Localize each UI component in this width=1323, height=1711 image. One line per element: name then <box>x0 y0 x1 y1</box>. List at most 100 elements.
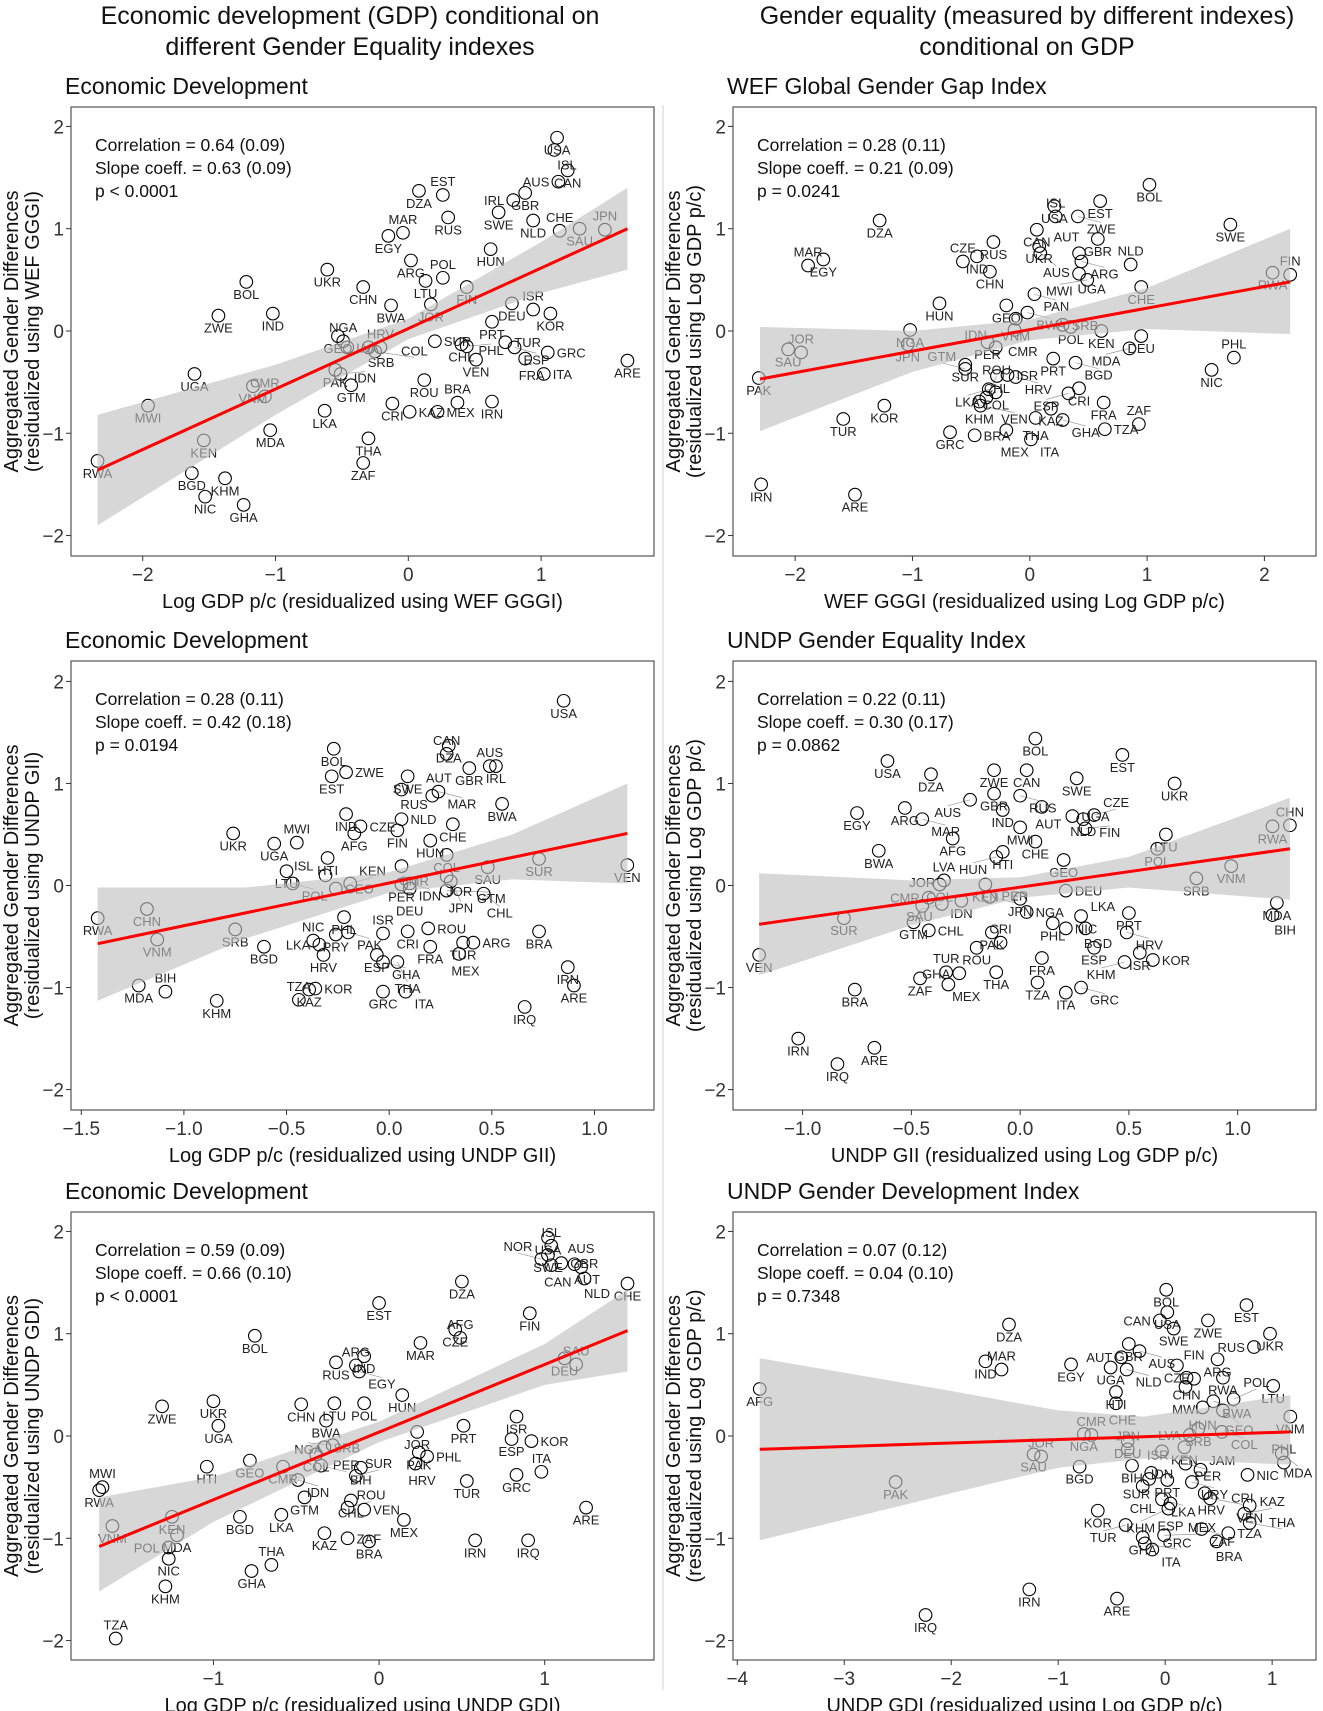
point-label: HUN <box>959 862 987 877</box>
point-label: KHM <box>1126 1520 1155 1535</box>
point-label: PER <box>1194 1469 1221 1484</box>
regression-line <box>96 227 629 472</box>
data-point-esp <box>507 340 522 355</box>
x-tick-label: −1 <box>203 1669 225 1690</box>
point-label: EGY <box>1057 1369 1085 1384</box>
point-label: BGD <box>1066 1472 1094 1487</box>
y-tick-label: 0 <box>53 322 64 343</box>
point-label: BRA <box>1216 1549 1243 1564</box>
data-point-fra <box>518 351 533 366</box>
data-point-tur <box>836 412 851 426</box>
data-point-zaf <box>356 456 371 470</box>
point-label: UKR <box>1161 788 1188 803</box>
data-point-hun <box>483 242 498 257</box>
point-label: HRV <box>1136 937 1164 952</box>
point-label: NGA <box>1036 905 1065 920</box>
confidence-band <box>97 783 628 1001</box>
y-tick-label: −1 <box>42 979 64 1000</box>
data-point-sur <box>428 334 442 349</box>
data-point-tha <box>1242 1516 1257 1530</box>
point-label: ISR <box>372 912 394 927</box>
y-axis-label-line2: (residualized using Log GDP p/c) <box>684 739 706 1032</box>
data-point-mex <box>397 1513 411 1527</box>
label-leader-line <box>483 893 500 907</box>
data-point-isr <box>1000 368 1015 382</box>
point-label: HRV <box>408 1473 436 1488</box>
stat-annotation-2: Slope coeff. = 0.21 (0.09) <box>757 158 954 178</box>
point-label: CHE <box>439 829 467 844</box>
point-label: TUR <box>514 335 541 350</box>
data-point-ita <box>536 367 551 381</box>
y-axis-label-line2: (residualized using Log GDP p/c) <box>684 185 706 478</box>
label-leader-line <box>1085 825 1110 829</box>
data-point-nic <box>161 1551 176 1566</box>
data-point-prt <box>456 1418 471 1433</box>
point-label: AFG <box>341 838 368 853</box>
x-tick-label: −4 <box>726 1669 748 1690</box>
y-axis-label-line1: Aggregated Gender Differences <box>1 744 23 1026</box>
point-label: IND <box>966 261 988 276</box>
x-tick-label: 0.5 <box>479 1119 505 1140</box>
data-point-can <box>544 1258 559 1273</box>
point-label: SWE <box>1062 783 1092 798</box>
data-point-che <box>1109 1396 1123 1411</box>
x-tick-label: −2 <box>132 565 154 586</box>
data-point-rou <box>340 1500 355 1515</box>
data-point-arg <box>404 253 418 268</box>
point-label: EGY <box>375 241 403 256</box>
data-point-ita <box>398 984 413 999</box>
data-point-mwi <box>95 1480 110 1494</box>
y-tick-label: 2 <box>53 117 64 138</box>
point-label: UKR <box>314 275 341 290</box>
data-point-lka <box>981 382 996 397</box>
point-label: CZE <box>1103 795 1129 810</box>
label-leader-line <box>438 791 462 798</box>
x-tick-label: 0 <box>403 565 414 586</box>
point-label: PRY <box>323 939 350 954</box>
data-point-aus <box>482 759 497 773</box>
point-label: BOL <box>321 754 347 769</box>
point-label: BRA <box>841 995 868 1010</box>
data-point-ita <box>1058 985 1073 1000</box>
point-label: DEU <box>1127 341 1154 356</box>
data-point-bra <box>967 428 982 443</box>
stat-annotation-3: p = 0.0241 <box>757 181 840 201</box>
point-label: IRL <box>484 193 504 208</box>
point-label: HUN <box>925 308 953 323</box>
y-tick-label: −1 <box>42 1529 64 1550</box>
point-label: KHM <box>965 412 994 427</box>
point-label: HRV <box>1198 1503 1226 1518</box>
point-label: IRN <box>787 1044 809 1059</box>
data-point-hun <box>932 296 947 311</box>
point-label: MWI <box>1046 283 1073 298</box>
point-label: GTM <box>899 927 928 942</box>
point-label: LKA <box>286 938 311 953</box>
data-point-phl <box>420 1449 434 1464</box>
point-label: KOR <box>1162 953 1190 968</box>
point-label: GBR <box>1084 244 1112 259</box>
point-label: UGA <box>1078 281 1107 296</box>
data-point-rwa <box>92 1483 107 1498</box>
data-point-gha <box>244 1564 259 1578</box>
label-leaders <box>297 1252 542 1508</box>
data-point-khm <box>1161 1501 1176 1516</box>
data-point-chn <box>356 280 371 294</box>
data-point-uga <box>1103 1360 1118 1375</box>
point-label: ISR <box>506 1422 528 1437</box>
point-label: ESP <box>1033 398 1059 413</box>
data-point-are <box>867 1040 882 1055</box>
point-label: EST <box>366 1308 391 1323</box>
data-point-ltu <box>418 274 433 288</box>
point-label: VEN <box>1001 412 1028 427</box>
data-point-nld <box>1119 1362 1134 1377</box>
point-label: IRQ <box>826 1069 849 1084</box>
label-leader-line <box>1201 1528 1223 1536</box>
data-point-rus <box>1013 788 1027 803</box>
data-point-ltu <box>1159 827 1173 842</box>
data-point-gha <box>236 498 251 512</box>
data-point-ukr <box>1263 1326 1277 1341</box>
y-axis-label-line2: (residualized using UNDP GDI) <box>22 1298 44 1574</box>
panel-title: WEF Global Gender Gap Index <box>727 73 1047 99</box>
point-label: IRQ <box>914 1620 937 1635</box>
point-label: ISR <box>1016 368 1038 383</box>
